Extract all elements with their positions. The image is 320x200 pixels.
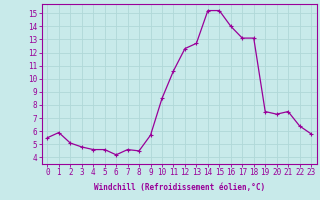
X-axis label: Windchill (Refroidissement éolien,°C): Windchill (Refroidissement éolien,°C)	[94, 183, 265, 192]
